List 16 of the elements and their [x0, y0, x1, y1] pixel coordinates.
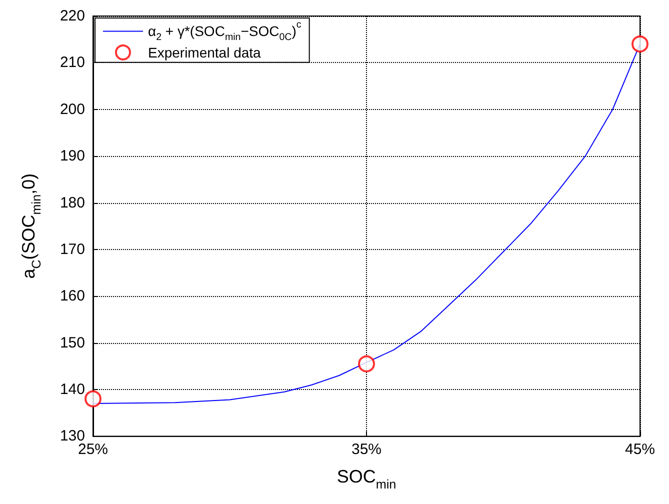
- point: [84, 390, 102, 408]
- point: [358, 355, 375, 372]
- x-tick-label: 45%: [624, 441, 656, 458]
- y-tick-label: 180: [60, 194, 85, 212]
- y-tick-label: 170: [60, 240, 85, 258]
- y-tick-label: 150: [60, 334, 85, 352]
- y-tick-label: 210: [60, 54, 85, 72]
- legend-label: Experimental data: [148, 44, 262, 60]
- y-axis-title: aC(SOCmin,0): [18, 173, 44, 279]
- y-tick-label: 160: [60, 288, 85, 305]
- point: [632, 36, 648, 53]
- y-tick-label: 190: [60, 148, 85, 165]
- y-tick-label: 220: [60, 8, 85, 24]
- y-tick-label: 140: [60, 381, 85, 398]
- y-tick-label: 200: [60, 100, 85, 118]
- x-tick-label: 35%: [351, 441, 382, 458]
